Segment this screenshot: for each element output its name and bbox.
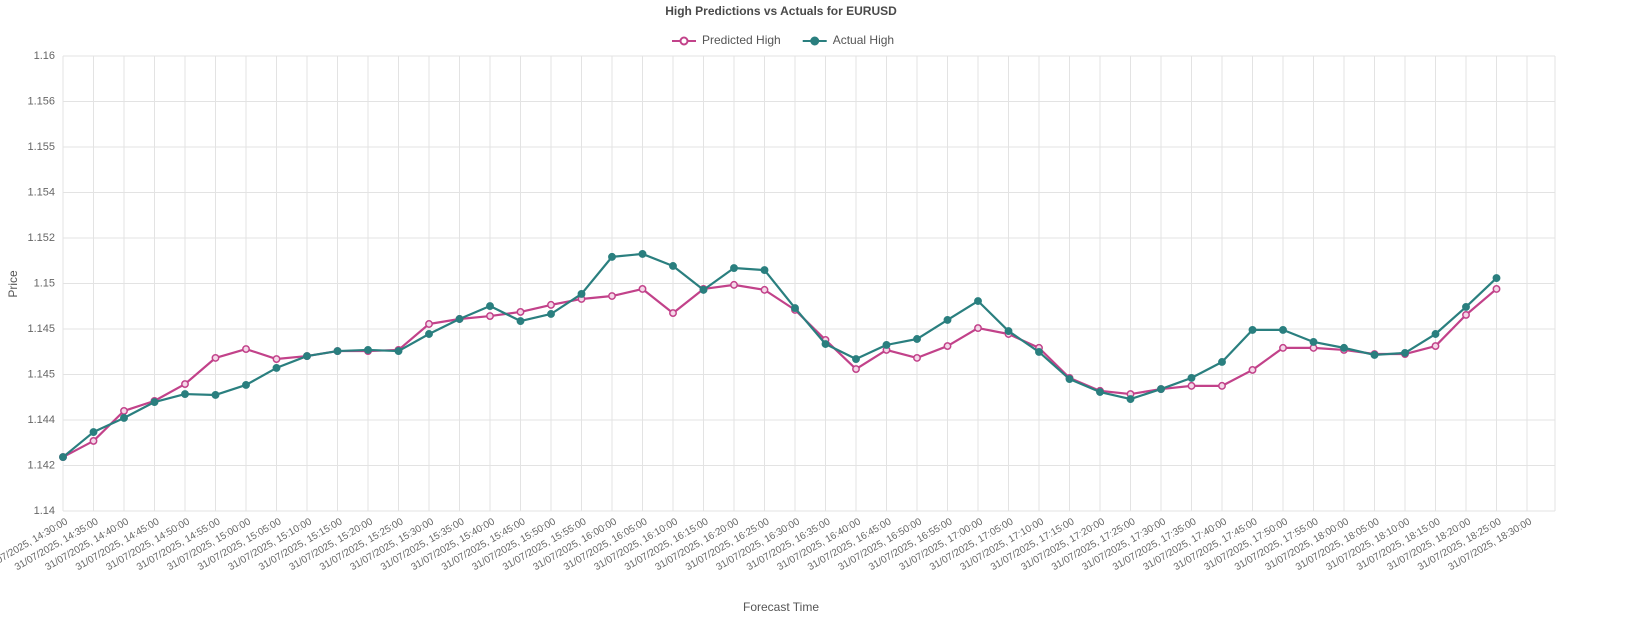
data-point bbox=[272, 355, 281, 363]
data-point bbox=[394, 347, 403, 356]
y-tick-label: 1.145 bbox=[27, 368, 55, 380]
data-point bbox=[516, 317, 525, 325]
data-point bbox=[1370, 350, 1379, 359]
y-tick-label: 1.142 bbox=[27, 459, 55, 471]
data-point bbox=[1462, 310, 1470, 319]
data-point bbox=[1279, 343, 1287, 352]
data-point bbox=[425, 330, 433, 338]
data-point bbox=[455, 315, 464, 323]
data-point bbox=[943, 315, 952, 324]
legend: Predicted High Actual High bbox=[672, 33, 894, 47]
data-point bbox=[760, 266, 769, 275]
data-point bbox=[1126, 395, 1135, 404]
data-point bbox=[943, 342, 952, 351]
data-point bbox=[150, 398, 159, 406]
data-point bbox=[1462, 302, 1470, 311]
legend-marker bbox=[679, 36, 689, 46]
data-point bbox=[1157, 385, 1165, 394]
data-point bbox=[59, 453, 67, 462]
y-tick-label: 1.155 bbox=[27, 141, 55, 153]
data-point bbox=[699, 285, 708, 294]
y-tick-label: 1.145 bbox=[27, 323, 55, 335]
data-point bbox=[425, 320, 433, 328]
data-point bbox=[272, 363, 281, 372]
data-point bbox=[89, 428, 98, 437]
data-point bbox=[547, 310, 555, 318]
data-point bbox=[638, 285, 647, 293]
legend-marker bbox=[810, 36, 820, 46]
data-point bbox=[364, 345, 372, 354]
series-line bbox=[62, 283, 1498, 459]
legend-label: Actual High bbox=[833, 33, 894, 47]
data-point bbox=[669, 309, 677, 318]
y-axis-title: Price bbox=[6, 270, 20, 298]
data-point bbox=[1340, 343, 1348, 352]
data-point bbox=[1248, 366, 1257, 374]
data-point bbox=[913, 353, 921, 362]
data-point bbox=[760, 285, 769, 294]
data-point bbox=[730, 280, 738, 289]
data-point bbox=[1279, 325, 1287, 334]
data-point bbox=[1004, 327, 1013, 335]
chart-title: High Predictions vs Actuals for EURUSD bbox=[665, 4, 897, 18]
data-point bbox=[89, 436, 98, 445]
data-point bbox=[120, 414, 128, 422]
data-point bbox=[1096, 388, 1104, 396]
data-point bbox=[821, 340, 830, 348]
data-point bbox=[181, 380, 189, 389]
data-point bbox=[1431, 330, 1440, 338]
y-tick-label: 1.16 bbox=[34, 50, 55, 62]
grid bbox=[62, 55, 1556, 512]
data-point bbox=[608, 252, 616, 261]
data-point bbox=[1248, 325, 1257, 334]
data-point bbox=[547, 300, 555, 309]
y-tick-label: 1.156 bbox=[27, 95, 55, 107]
data-point bbox=[882, 340, 891, 349]
data-point bbox=[1492, 274, 1501, 282]
data-point bbox=[852, 355, 860, 363]
data-point bbox=[1218, 358, 1226, 366]
y-tick-label: 1.144 bbox=[27, 414, 55, 426]
data-point bbox=[852, 365, 860, 373]
y-tick-label: 1.15 bbox=[34, 277, 55, 289]
data-point bbox=[638, 249, 647, 258]
data-point bbox=[1065, 375, 1074, 383]
data-point bbox=[333, 347, 342, 356]
data-point bbox=[181, 390, 189, 399]
data-point bbox=[791, 304, 799, 313]
data-point bbox=[486, 312, 494, 320]
data-point bbox=[1431, 342, 1440, 351]
data-point bbox=[242, 345, 250, 353]
data-point bbox=[211, 391, 220, 399]
data-point bbox=[516, 307, 525, 316]
data-point bbox=[913, 335, 921, 343]
data-point bbox=[974, 297, 982, 305]
data-point bbox=[1309, 338, 1318, 346]
data-point bbox=[1492, 285, 1501, 293]
data-point bbox=[486, 302, 494, 310]
data-point bbox=[1035, 348, 1043, 356]
y-tick-label: 1.152 bbox=[27, 232, 55, 244]
legend-label: Predicted High bbox=[702, 33, 781, 47]
data-point bbox=[974, 324, 982, 333]
data-point bbox=[1401, 348, 1409, 357]
data-point bbox=[120, 406, 128, 415]
data-point bbox=[730, 264, 738, 272]
data-point bbox=[211, 353, 220, 362]
data-point bbox=[303, 352, 311, 361]
series-line bbox=[62, 252, 1498, 458]
y-tick-label: 1.14 bbox=[34, 505, 55, 517]
data-point bbox=[577, 290, 586, 298]
y-tick-label: 1.154 bbox=[27, 186, 55, 198]
data-point bbox=[1218, 381, 1226, 390]
data-point bbox=[1187, 381, 1196, 390]
data-point bbox=[1187, 373, 1196, 382]
data-point bbox=[669, 262, 677, 270]
data-point bbox=[242, 381, 250, 389]
x-axis-title: Forecast Time bbox=[743, 600, 819, 614]
data-point bbox=[608, 292, 616, 300]
